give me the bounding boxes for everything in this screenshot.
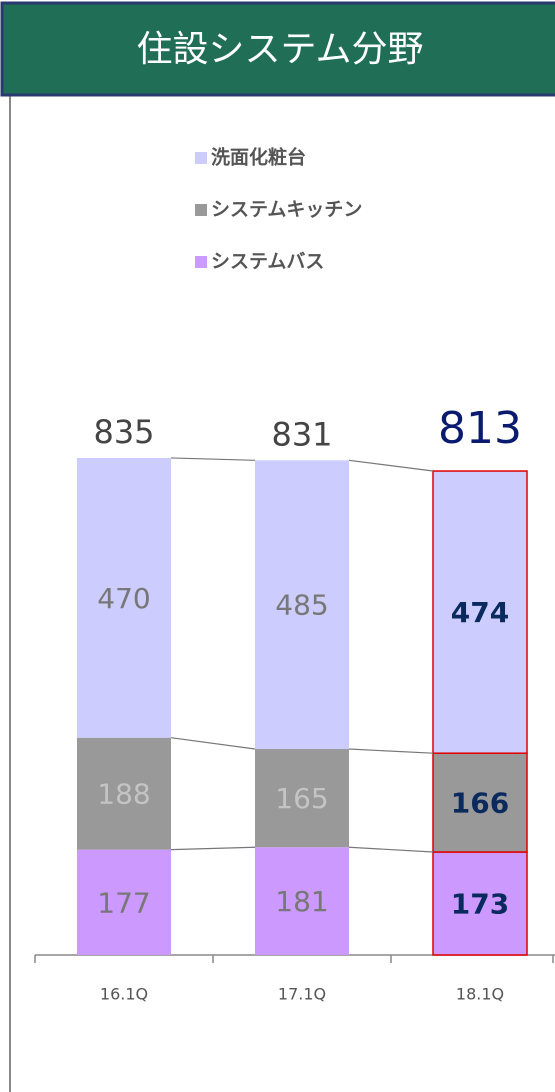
bar-segment bbox=[432, 752, 528, 853]
total-label: 813 bbox=[438, 403, 522, 454]
total-label: 831 bbox=[271, 415, 332, 453]
x-tick-label: 17.1Q bbox=[278, 985, 326, 1004]
data-label: 485 bbox=[275, 589, 328, 622]
x-tick-label: 18.1Q bbox=[456, 985, 504, 1004]
x-tick-label: 16.1Q bbox=[100, 985, 148, 1004]
header bbox=[0, 1, 555, 97]
bar-segment bbox=[432, 851, 528, 956]
data-label: 470 bbox=[97, 582, 150, 615]
connector bbox=[170, 737, 256, 750]
legend-label: システムバス bbox=[211, 251, 324, 273]
connector bbox=[348, 846, 434, 853]
data-label: 165 bbox=[275, 782, 328, 815]
chart-title: 住設システム分野 bbox=[137, 29, 424, 70]
legend-swatch bbox=[195, 152, 207, 164]
legend-swatch bbox=[195, 204, 207, 216]
data-label: 177 bbox=[97, 886, 150, 919]
connector bbox=[170, 846, 256, 851]
data-label: 474 bbox=[451, 596, 509, 629]
bar-segment bbox=[255, 749, 349, 848]
legend-label: 洗面化粧台 bbox=[211, 146, 306, 169]
bar-segment bbox=[77, 737, 171, 850]
connector bbox=[348, 748, 434, 754]
bar-segment bbox=[255, 460, 349, 750]
data-label: 181 bbox=[275, 885, 328, 918]
bar-segment bbox=[77, 457, 171, 738]
connector bbox=[348, 459, 434, 472]
data-label: 166 bbox=[451, 787, 509, 820]
total-label: 835 bbox=[93, 413, 154, 451]
data-label: 188 bbox=[97, 778, 150, 811]
legend-label: システムキッチン bbox=[211, 199, 362, 221]
legend-swatch bbox=[195, 256, 207, 268]
connector bbox=[170, 457, 256, 461]
bar-segment bbox=[432, 470, 528, 754]
bar-segment bbox=[77, 849, 171, 955]
bar-segment bbox=[255, 847, 349, 955]
data-label: 173 bbox=[451, 888, 509, 921]
